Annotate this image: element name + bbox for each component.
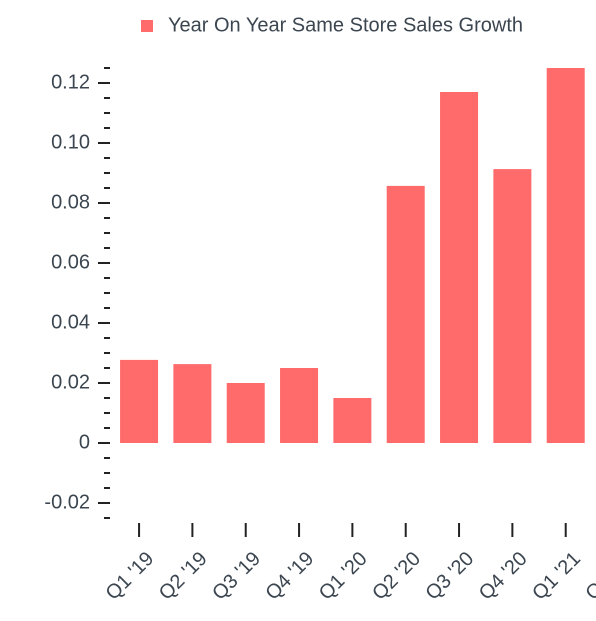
bar [226,383,265,443]
x-tick-label: Q1 '21 [528,548,585,605]
bar [440,92,479,443]
bar [120,359,159,443]
x-tick-label: Q2 '20 [368,548,425,605]
x-tick-label: Q1 '20 [315,548,372,605]
y-tick-label: 0.10 [51,131,90,153]
bar [280,368,319,443]
y-tick-label: 0 [79,431,90,453]
bar [493,169,532,443]
x-tick-label: Q3 '19 [208,548,265,605]
legend-swatch [141,20,153,32]
y-tick-label: 0.08 [51,191,90,213]
bar [173,364,212,443]
y-tick-label: -0.02 [44,491,90,513]
y-tick-label: 0.02 [51,371,90,393]
x-tick-label: Q4 '19 [262,548,319,605]
y-tick-label: 0.12 [51,71,90,93]
x-tick-label: Q3 '20 [422,548,479,605]
x-tick-label: Q4 '20 [475,548,532,605]
bar [333,398,372,443]
legend-label: Year On Year Same Store Sales Growth [168,14,523,36]
y-tick-label: 0.06 [51,251,90,273]
x-tick-label: Q1 '19 [102,548,159,605]
x-tick-label: Q2 '21 [582,548,596,605]
bar [546,68,585,443]
y-tick-label: 0.04 [51,311,90,333]
x-tick-label: Q2 '19 [155,548,212,605]
bar [386,185,425,443]
